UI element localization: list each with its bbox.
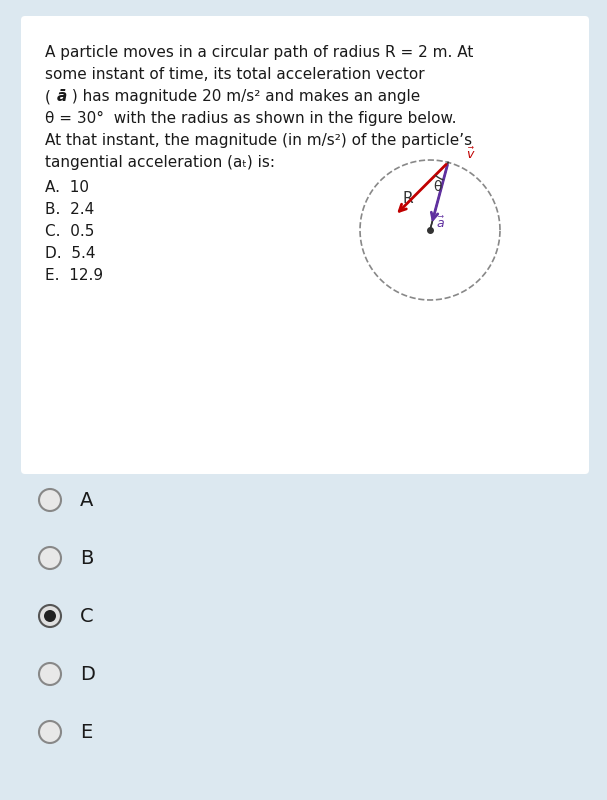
Text: θ = 30°  with the radius as shown in the figure below.: θ = 30° with the radius as shown in the … [45, 111, 456, 126]
Text: $\vec{a}$: $\vec{a}$ [436, 215, 446, 231]
Text: ) has magnitude 20 m/s² and makes an angle: ) has magnitude 20 m/s² and makes an ang… [67, 89, 420, 104]
Text: (: ( [45, 89, 56, 104]
Text: E.  12.9: E. 12.9 [45, 268, 103, 283]
Circle shape [39, 605, 61, 627]
Text: tangential acceleration (aₜ) is:: tangential acceleration (aₜ) is: [45, 155, 275, 170]
Text: C: C [80, 606, 93, 626]
Text: ā: ā [57, 89, 67, 104]
Text: θ: θ [433, 180, 441, 194]
Text: E: E [80, 722, 92, 742]
Text: $\vec{v}$: $\vec{v}$ [466, 146, 476, 162]
FancyBboxPatch shape [21, 16, 589, 474]
Text: At that instant, the magnitude (in m/s²) of the particle’s: At that instant, the magnitude (in m/s²)… [45, 133, 472, 148]
Circle shape [44, 610, 56, 622]
Text: R: R [402, 191, 413, 206]
Circle shape [39, 547, 61, 569]
Text: B: B [80, 549, 93, 567]
Text: D.  5.4: D. 5.4 [45, 246, 95, 261]
Circle shape [39, 663, 61, 685]
Text: D: D [80, 665, 95, 683]
Text: C.  0.5: C. 0.5 [45, 224, 94, 239]
Text: B.  2.4: B. 2.4 [45, 202, 94, 217]
Text: some instant of time, its total acceleration vector: some instant of time, its total accelera… [45, 67, 425, 82]
Circle shape [39, 489, 61, 511]
Text: A particle moves in a circular path of radius R = 2 m. At: A particle moves in a circular path of r… [45, 45, 473, 60]
Circle shape [39, 721, 61, 743]
Text: A.  10: A. 10 [45, 180, 89, 195]
Text: A: A [80, 490, 93, 510]
